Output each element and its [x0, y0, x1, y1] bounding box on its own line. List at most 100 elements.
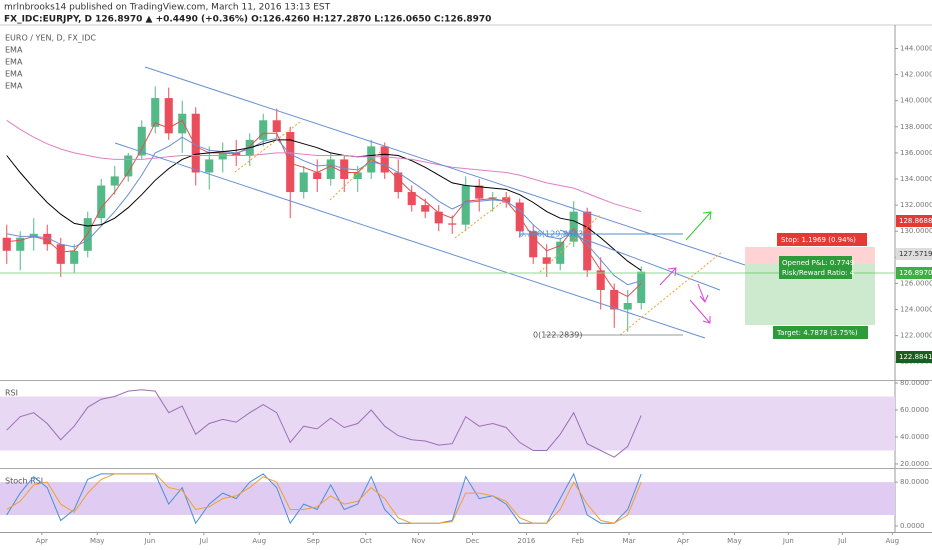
y-tick-label: 122.0000 [900, 332, 932, 340]
candle-body [137, 126, 146, 156]
pnl-label: Opened P&L: 0.7749 [782, 259, 854, 267]
pnl-box [779, 256, 852, 279]
candle-body [596, 270, 605, 290]
y-tick-label: 124.0000 [900, 306, 932, 314]
legend-entry: EMA [5, 82, 23, 91]
legend-entry: EMA [5, 70, 23, 79]
candle-body [313, 172, 322, 180]
candle-body [421, 205, 430, 212]
trend-line [329, 151, 381, 201]
price-tag [896, 267, 932, 279]
candle-body [569, 211, 578, 242]
x-tick-label: Aug [252, 537, 266, 545]
trend-line [619, 251, 723, 336]
y-tick-label: 142.0000 [900, 71, 932, 79]
candle-body [299, 172, 308, 193]
price-tag-text: 122.8841 [899, 353, 932, 361]
y-tick-label: 126.0000 [900, 279, 932, 287]
fib-label: 0(122.2839) [533, 331, 583, 340]
arrow [659, 267, 677, 286]
candle-body [2, 237, 11, 251]
candle-body [218, 152, 227, 160]
candle-body [407, 192, 416, 206]
fib-label: 0.786(129.8583) [519, 230, 586, 239]
candle-body [43, 233, 52, 245]
stop-box [777, 233, 867, 246]
pane-title: RSI [5, 389, 18, 398]
candle-body [286, 132, 295, 193]
y-tick-label: 134.0000 [900, 175, 932, 183]
y-tick-label: 0.0000 [900, 522, 925, 530]
x-tick-label: Feb [572, 537, 585, 545]
x-tick-label: May [90, 537, 104, 545]
candle-body [637, 271, 646, 303]
price-tag-text: 128.8688 [899, 217, 932, 225]
candle-body [475, 185, 484, 199]
arrow [689, 299, 711, 324]
channel-line [559, 229, 721, 291]
x-tick-label: Jun [782, 537, 794, 545]
y-tick-label: 140.0000 [900, 97, 932, 105]
channel-line [114, 142, 706, 339]
arrow [685, 211, 712, 241]
candle-body [70, 250, 79, 264]
x-tick-label: Oct [360, 537, 372, 545]
symbol-line: FX_IDC:EURJPY, D 126.8970 ▲ +0.4490 (+0.… [4, 15, 491, 25]
arrow [697, 283, 709, 303]
band [0, 396, 895, 451]
x-tick-label: 2016 [518, 537, 536, 545]
x-tick-label: Jul [837, 537, 847, 545]
candle-body [178, 113, 187, 134]
trend-line [539, 214, 601, 273]
y-tick-label: 80.0000 [900, 379, 929, 387]
ratio-label: Risk/Reward Ratio: 4 [782, 269, 855, 277]
band [0, 482, 895, 516]
candle-body [56, 244, 65, 264]
candle-body [461, 185, 470, 225]
y-tick-label: 136.0000 [900, 149, 932, 157]
plot-layer: 120.0000122.0000124.0000126.0000128.0000… [0, 34, 932, 545]
price-tag-text: 126.8970 [899, 269, 932, 277]
candle-body [542, 257, 551, 264]
candle-body [205, 159, 214, 173]
stop-label: Stop: 1.1969 (0.94%) [781, 236, 856, 244]
candle-body [353, 172, 362, 180]
y-tick-label: 138.0000 [900, 123, 932, 131]
y-tick-label: 60.0000 [900, 406, 929, 414]
price-tag-text: 127.5719 [899, 250, 932, 258]
trend-line [234, 121, 301, 173]
x-tick-label: Jun [143, 537, 155, 545]
candle-body [326, 159, 335, 180]
y-tick-label: 130.0000 [900, 227, 932, 235]
candle-body [529, 231, 538, 258]
x-tick-label: Sep [307, 537, 321, 545]
candle-body [394, 172, 403, 193]
price-tag [896, 351, 932, 363]
target-box [773, 326, 868, 339]
series-line [6, 473, 642, 524]
candle-body [151, 98, 160, 127]
candle-body [29, 233, 38, 238]
series-line [6, 119, 642, 298]
price-tag [896, 215, 932, 227]
x-tick-label: Jul [199, 537, 209, 545]
candle-body [502, 197, 511, 203]
candle-body [556, 241, 565, 264]
candle-body [380, 146, 389, 173]
series-line [6, 136, 642, 286]
candle-body [610, 289, 619, 310]
candle-body [191, 113, 200, 173]
candle-body [259, 120, 268, 140]
y-tick-label: 80.0000 [900, 478, 929, 486]
trend-line [454, 195, 511, 239]
candle-body [110, 176, 119, 186]
price-tag [896, 248, 932, 260]
candle-body [97, 185, 106, 219]
x-tick-label: Aug [885, 537, 899, 545]
candle-body [124, 155, 133, 177]
candle-body [623, 302, 632, 310]
series-line [6, 139, 642, 271]
candle-body [164, 98, 173, 134]
